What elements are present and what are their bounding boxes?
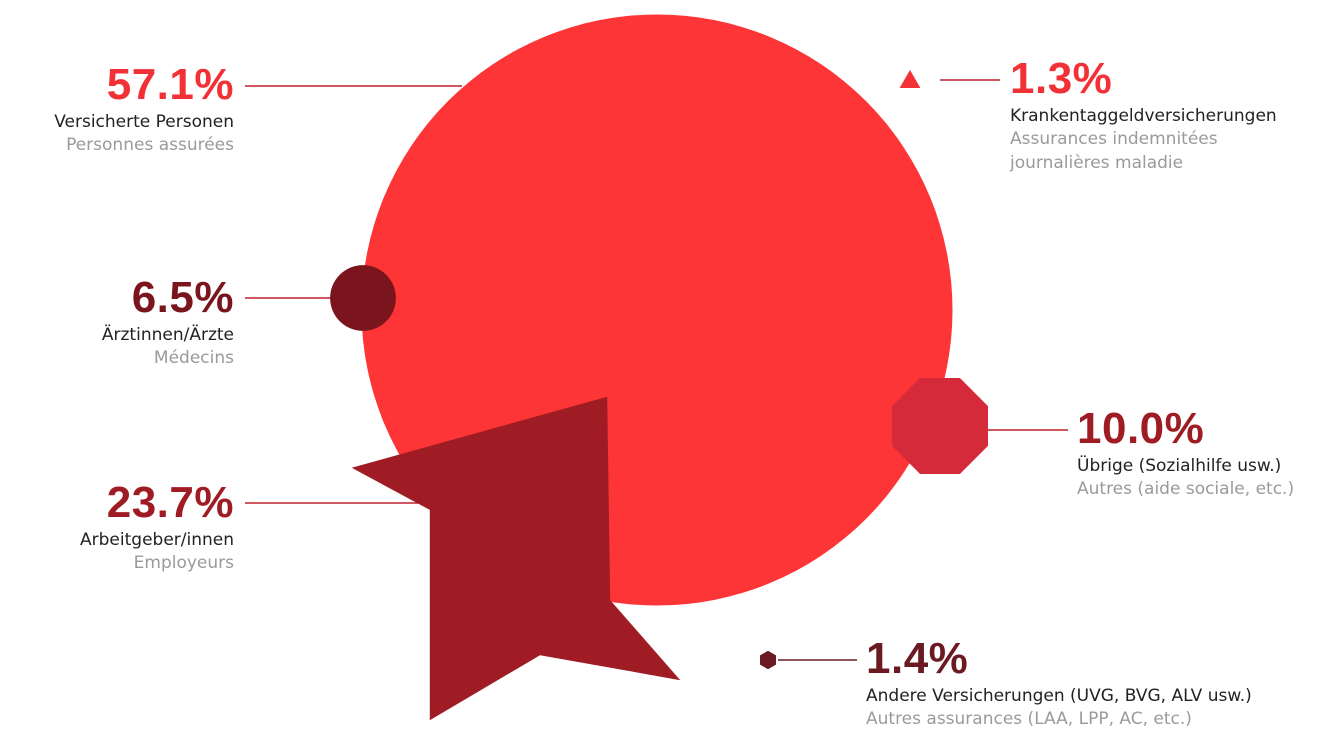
label-uebrige-de: Übrige (Sozialhilfe usw.) bbox=[1077, 456, 1282, 476]
label-krankentaggeld-fr-line2: journalières maladie bbox=[1010, 152, 1184, 173]
label-arbeitgeber-de: Arbeitgeber/innen bbox=[80, 530, 234, 550]
label-versicherte-fr: Personnes assurées bbox=[66, 135, 234, 156]
label-andere-fr: Autres assurances (LAA, LPP, AC, etc.) bbox=[866, 709, 1192, 730]
label-andere-de: Andere Versicherungen (UVG, BVG, ALV usw… bbox=[866, 686, 1252, 706]
label-krankentaggeld-de: Krankentaggeldversicherungen bbox=[1010, 106, 1277, 126]
value-aerzte: 6.5% bbox=[131, 273, 234, 322]
label-aerzte: 6.5% Ärztinnen/Ärzte Médecins bbox=[102, 275, 234, 369]
slice-uebrige-octagon bbox=[892, 378, 988, 474]
label-krankentaggeld-fr-line1: Assurances indemnitées bbox=[1010, 129, 1218, 150]
label-aerzte-de: Ärztinnen/Ärzte bbox=[101, 325, 234, 345]
label-arbeitgeber: 23.7% Arbeitgeber/innen Employeurs bbox=[80, 480, 234, 574]
slice-andere-versicherungen-hexagon bbox=[760, 650, 776, 670]
label-uebrige-fr: Autres (aide sociale, etc.) bbox=[1077, 479, 1295, 500]
label-aerzte-fr: Médecins bbox=[153, 348, 234, 369]
slice-aerzte-circle bbox=[330, 265, 396, 331]
label-versicherte-de: Versicherte Personen bbox=[54, 112, 234, 132]
slice-arbeitgeber-star bbox=[351, 396, 681, 721]
value-uebrige: 10.0% bbox=[1077, 404, 1205, 453]
label-andere: 1.4% Andere Versicherungen (UVG, BVG, AL… bbox=[866, 636, 1252, 730]
label-krankentaggeld: 1.3% Krankentaggeldversicherungen Assura… bbox=[1010, 56, 1277, 173]
value-krankentaggeld: 1.3% bbox=[1010, 54, 1113, 103]
label-versicherte: 57.1% Versicherte Personen Personnes ass… bbox=[54, 62, 234, 156]
value-andere: 1.4% bbox=[866, 634, 969, 683]
label-uebrige: 10.0% Übrige (Sozialhilfe usw.) Autres (… bbox=[1077, 406, 1294, 500]
value-versicherte: 57.1% bbox=[106, 60, 234, 109]
label-arbeitgeber-fr: Employeurs bbox=[133, 553, 234, 574]
value-arbeitgeber: 23.7% bbox=[106, 478, 234, 527]
slice-krankentaggeld-triangle bbox=[899, 70, 921, 88]
